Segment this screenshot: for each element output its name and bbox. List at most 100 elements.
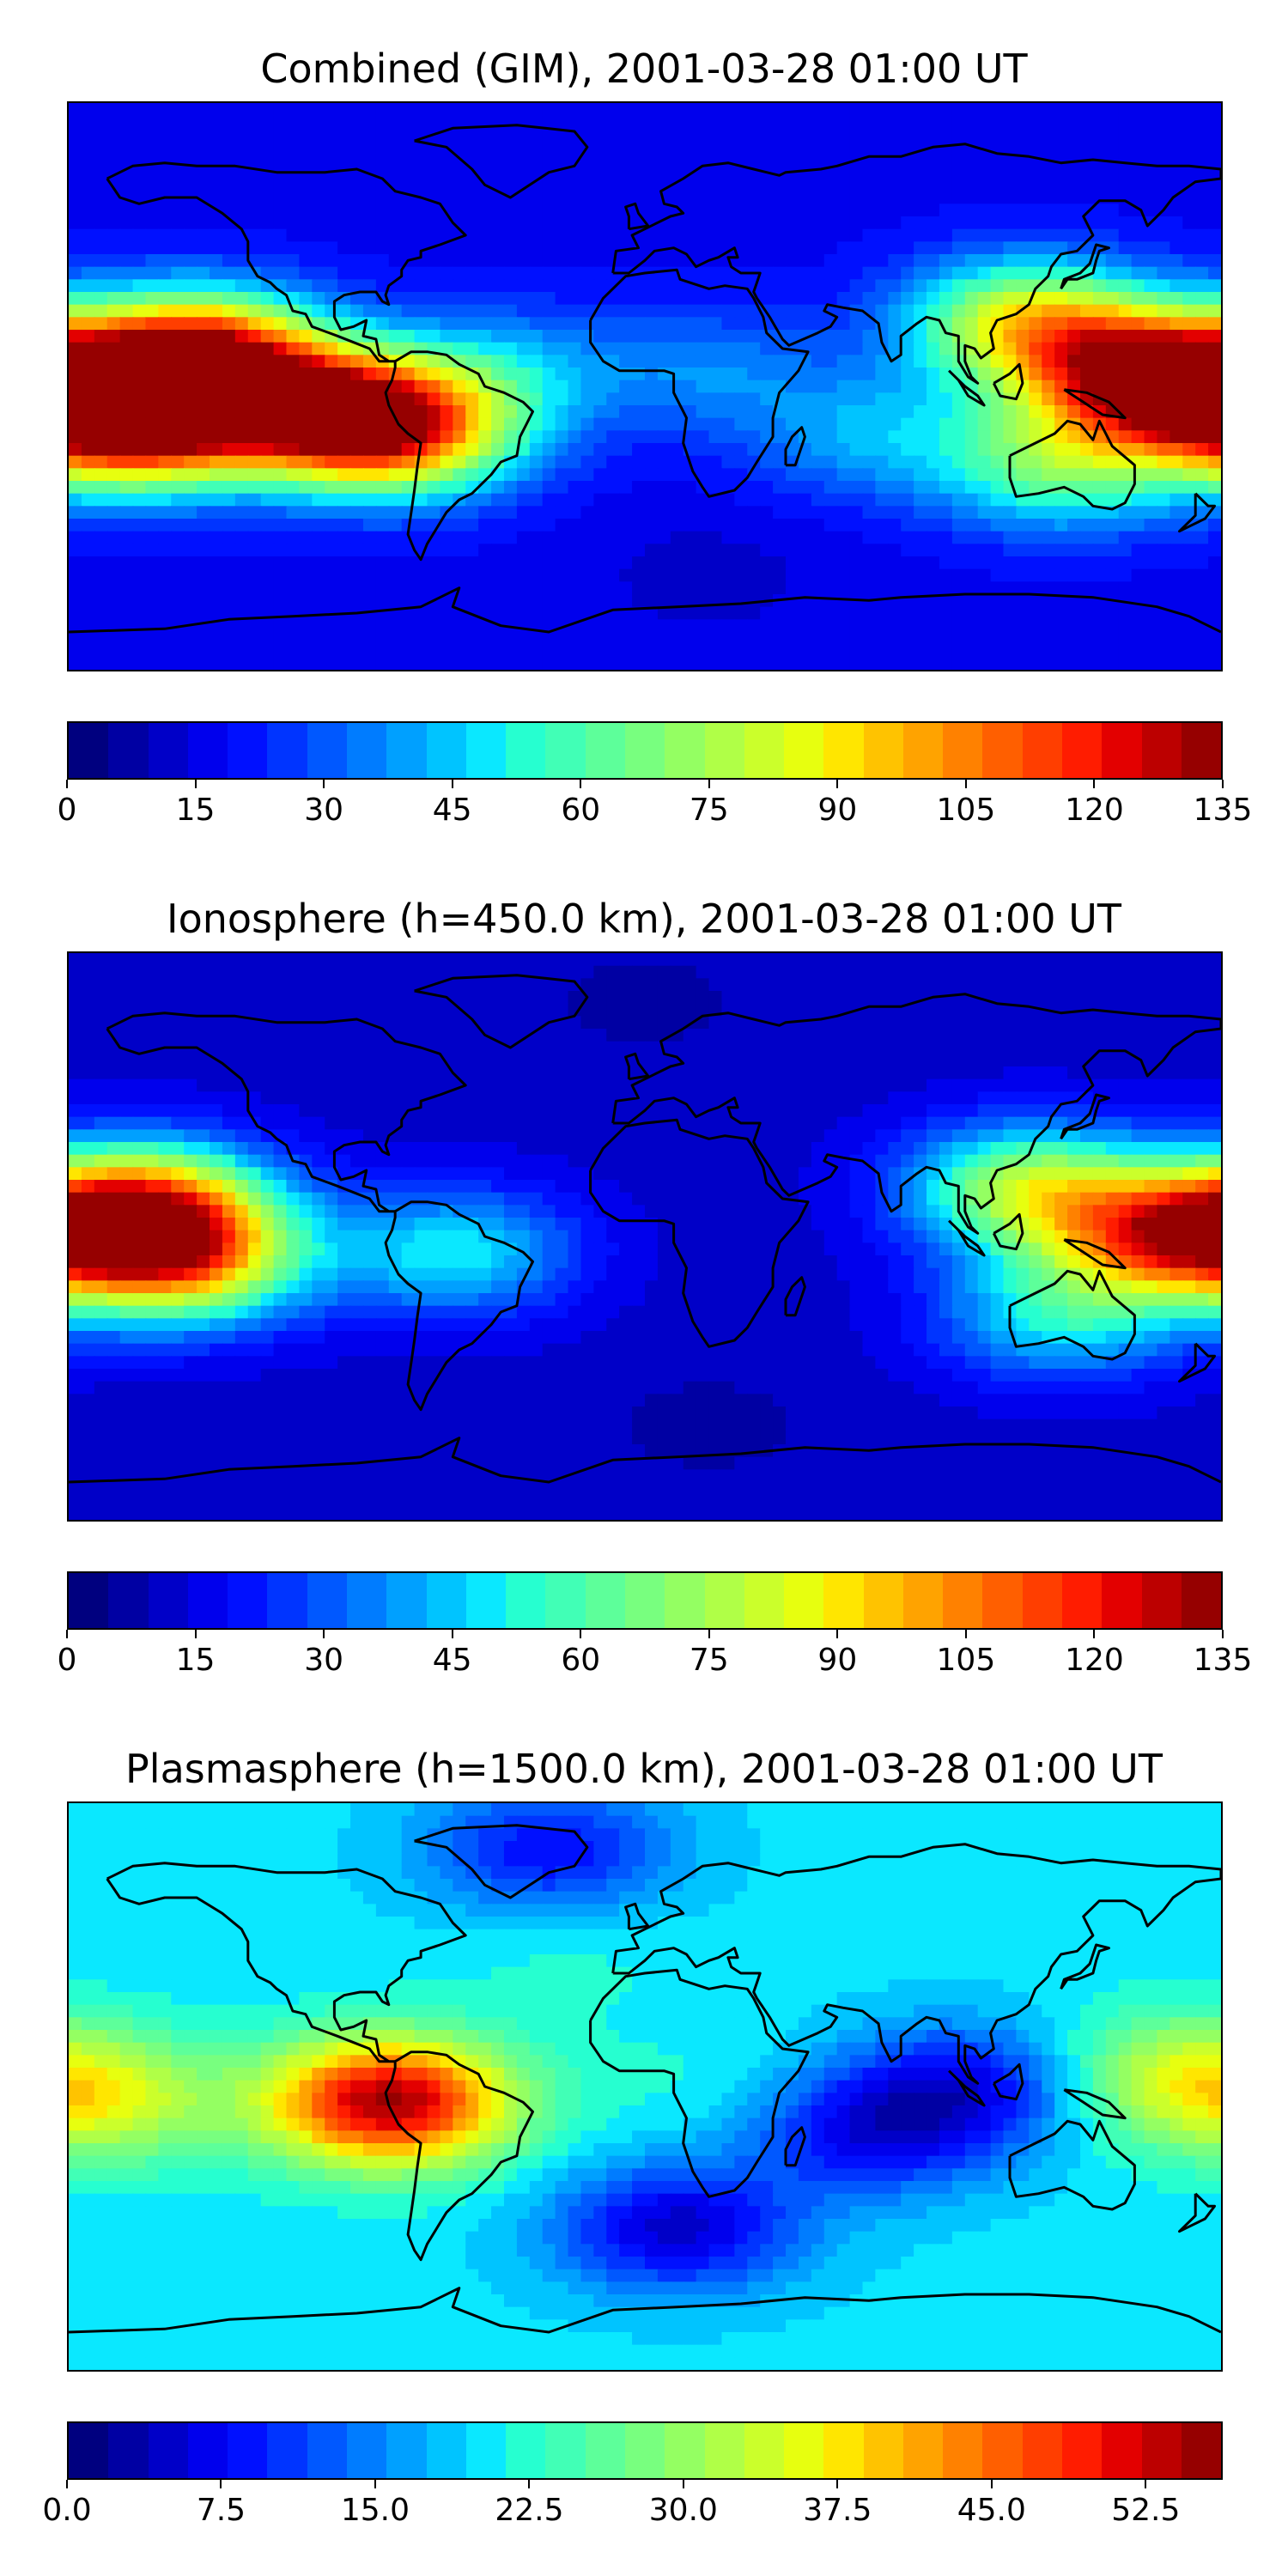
field-cell (773, 544, 787, 557)
field-cell (350, 141, 364, 155)
field-cell (260, 380, 275, 394)
field-cell (1092, 166, 1107, 179)
field-cell (312, 179, 326, 192)
field-cell (210, 644, 223, 659)
field-cell (132, 1041, 147, 1055)
field-cell (1195, 581, 1209, 595)
field-cell (171, 506, 185, 519)
field-cell (184, 965, 197, 980)
field-cell (273, 380, 288, 394)
field-cell (708, 128, 723, 142)
field-cell (132, 355, 147, 368)
field-cell (645, 115, 659, 130)
field-cell (696, 965, 710, 980)
field-cell (568, 216, 582, 230)
field-cell (119, 556, 134, 570)
field-cell (260, 965, 275, 980)
field-cell (606, 115, 620, 130)
field-cell (798, 392, 812, 406)
field-cell (555, 531, 569, 545)
field-cell (1003, 619, 1018, 633)
field-cell (1029, 1016, 1043, 1030)
field-cell (465, 430, 479, 444)
field-cell (849, 103, 864, 117)
field-cell (286, 330, 301, 343)
field-cell (1170, 481, 1184, 495)
field-cell (210, 115, 223, 130)
field-cell (580, 279, 595, 293)
field-cell (708, 443, 723, 457)
field-cell (312, 1029, 326, 1042)
field-cell (453, 953, 467, 967)
field-cell (683, 355, 697, 368)
field-cell (823, 581, 838, 595)
field-cell (440, 430, 454, 444)
field-cell (1182, 481, 1196, 495)
field-cell (786, 519, 799, 532)
field-cell (901, 103, 914, 117)
field-cell (1054, 1054, 1068, 1067)
field-cell (708, 978, 723, 992)
field-cell (81, 392, 95, 406)
field-cell (593, 1029, 608, 1042)
field-cell (1079, 405, 1094, 419)
field-cell (325, 204, 338, 217)
field-cell (299, 468, 313, 482)
field-cell (388, 455, 403, 470)
field-cell (1195, 443, 1209, 457)
field-cell (247, 619, 262, 633)
field-cell (529, 1003, 544, 1018)
field-cell (1105, 468, 1120, 482)
field-cell (555, 405, 569, 419)
field-cell (1003, 632, 1018, 646)
field-cell (171, 179, 185, 192)
field-cell (555, 179, 569, 192)
field-cell (580, 191, 595, 205)
field-cell (1054, 191, 1068, 205)
field-cell (849, 493, 864, 507)
field-cell (427, 1066, 441, 1080)
field-cell (1042, 581, 1055, 595)
field-cell (734, 506, 749, 519)
field-cell (836, 493, 851, 507)
field-cell (773, 153, 787, 167)
coastline-south-america (384, 350, 534, 562)
field-cell (875, 191, 890, 205)
field-cell (836, 978, 851, 992)
field-cell (670, 531, 684, 545)
field-cell (670, 1029, 684, 1042)
field-cell (260, 493, 275, 507)
field-cell (234, 191, 249, 205)
field-cell (773, 455, 787, 470)
field-cell (888, 606, 902, 621)
field-cell (234, 544, 249, 557)
field-cell (132, 568, 147, 583)
field-cell (977, 241, 992, 255)
field-cell (491, 279, 505, 293)
field-cell (145, 506, 160, 519)
field-cell (606, 128, 620, 142)
field-cell (325, 443, 338, 457)
field-cell (1157, 241, 1171, 255)
field-cell (1054, 115, 1068, 130)
field-cell (273, 556, 288, 570)
field-cell (760, 544, 774, 557)
field-cell (1118, 380, 1133, 394)
field-cell (964, 179, 979, 192)
field-cell (375, 1016, 390, 1030)
field-cell (619, 405, 633, 419)
field-cell (106, 568, 121, 583)
field-cell (145, 405, 160, 419)
field-cell (862, 204, 877, 217)
field-cell (260, 1054, 275, 1067)
field-cell (132, 330, 147, 343)
field-cell (81, 317, 95, 331)
field-cell (210, 392, 223, 406)
field-cell (734, 304, 749, 319)
field-cell (542, 392, 556, 406)
field-cell (247, 179, 262, 192)
field-cell (516, 204, 531, 217)
field-cell (427, 317, 441, 331)
field-cell (977, 254, 992, 268)
field-cell (1131, 1041, 1145, 1055)
